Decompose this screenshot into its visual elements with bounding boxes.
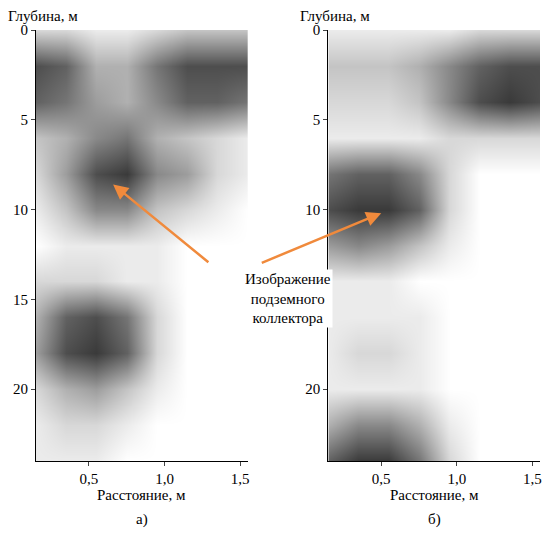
svg-text:5: 5 (21, 112, 29, 128)
svg-text:15: 15 (305, 292, 320, 308)
svg-text:Глубина, м: Глубина, м (8, 8, 78, 24)
svg-text:1,0: 1,0 (447, 471, 466, 487)
svg-text:5: 5 (313, 112, 321, 128)
svg-text:15: 15 (13, 292, 28, 308)
svg-text:1,5: 1,5 (231, 471, 250, 487)
svg-text:10: 10 (13, 202, 28, 218)
svg-text:Глубина, м: Глубина, м (300, 8, 370, 24)
svg-text:0,5: 0,5 (372, 471, 391, 487)
svg-text:б): б) (428, 511, 441, 528)
svg-text:Расстояние, м: Расстояние, м (390, 487, 479, 503)
svg-text:10: 10 (305, 202, 320, 218)
svg-text:1,0: 1,0 (155, 471, 174, 487)
svg-text:Изображениеподземногоколлектор: Изображениеподземногоколлектора (245, 271, 331, 326)
svg-text:0: 0 (313, 22, 321, 38)
svg-text:20: 20 (13, 381, 28, 397)
svg-text:1,5: 1,5 (523, 471, 542, 487)
svg-text:Расстояние, м: Расстояние, м (97, 487, 186, 503)
svg-text:а): а) (136, 511, 148, 528)
svg-text:0,5: 0,5 (80, 471, 99, 487)
svg-text:20: 20 (305, 381, 320, 397)
svg-text:0: 0 (21, 22, 29, 38)
